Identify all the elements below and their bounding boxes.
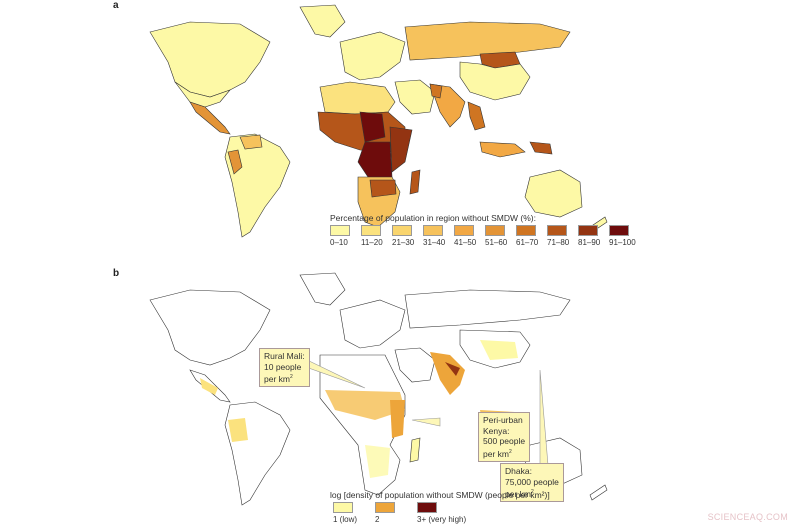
map-panel-a [149, 4, 608, 238]
callout-text: Kenya: [483, 425, 510, 436]
legend-a-title: Percentage of population in region witho… [330, 213, 536, 223]
panel-a-label: a [113, 0, 119, 11]
legend-a-item: 21–30 [392, 225, 423, 247]
callout-text: 75,000 people [505, 476, 559, 487]
legend-b-item: 1 (low) [333, 502, 375, 524]
callout-text: 10 people [264, 361, 302, 372]
callout-rural-mali: Rural Mali: 10 people per km2 [259, 348, 310, 388]
legend-a-label: 31–40 [423, 238, 446, 247]
panel-b-label: b [113, 268, 120, 279]
legend-a-item: 41–50 [454, 225, 485, 247]
legend-a-label: 11–20 [361, 238, 383, 247]
legend-a-item: 61–70 [516, 225, 547, 247]
legend-a-label: 21–30 [392, 238, 415, 247]
legend-a-label: 61–70 [516, 238, 539, 247]
swatch-21-30 [392, 225, 412, 236]
watermark: SCIENCEAQ.COM [707, 512, 788, 522]
legend-b-label: 1 (low) [333, 515, 358, 524]
legend-a-item: 0–10 [330, 225, 361, 247]
swatch-mid [375, 502, 395, 513]
legend-b-item: 3+ (very high) [417, 502, 466, 524]
legend-a-item: 71–80 [547, 225, 578, 247]
swatch-41-50 [454, 225, 474, 236]
legend-a-label: 51–60 [485, 238, 508, 247]
callout-text: per km [505, 488, 531, 499]
legend-a-item: 81–90 [578, 225, 609, 247]
swatch-low [333, 502, 353, 513]
swatch-91-100 [609, 225, 629, 236]
legend-a-label: 81–90 [578, 238, 601, 247]
swatch-11-20 [361, 225, 381, 236]
map-panel-b [149, 272, 608, 506]
legend-b-item: 2 [375, 502, 417, 524]
callout-text: per km [483, 448, 509, 459]
legend-a-label: 91–100 [609, 238, 636, 247]
swatch-61-70 [516, 225, 536, 236]
legend-a-label: 41–50 [454, 238, 477, 247]
swatch-very-high [417, 502, 437, 513]
swatch-81-90 [578, 225, 598, 236]
swatch-71-80 [547, 225, 567, 236]
callout-text: Rural Mali: [264, 351, 305, 361]
swatch-31-40 [423, 225, 443, 236]
callout-sup: 2 [289, 374, 293, 380]
legend-b: 1 (low) 2 3+ (very high) [333, 502, 466, 524]
legend-a-item: 91–100 [609, 225, 640, 247]
legend-a-item: 11–20 [361, 225, 392, 247]
legend-b-label: 2 [375, 515, 380, 524]
legend-a: 0–10 11–20 21–30 31–40 41–50 51–60 61–70… [330, 225, 640, 247]
callout-text: Dhaka: [505, 466, 532, 476]
callout-sup: 2 [530, 489, 534, 495]
callout-text: Peri-urban [483, 415, 523, 425]
callout-text: 500 people [483, 436, 526, 446]
legend-a-item: 31–40 [423, 225, 454, 247]
swatch-0-10 [330, 225, 350, 236]
callout-sup: 2 [508, 448, 512, 455]
legend-a-label: 0–10 [330, 238, 348, 247]
legend-b-title: log [density of population without SMDW … [330, 490, 550, 500]
legend-b-label: 3+ (very high) [417, 515, 467, 524]
legend-a-label: 71–80 [547, 238, 570, 247]
swatch-51-60 [485, 225, 505, 236]
callout-peri-urban-kenya: Peri-urban Kenya: 500 people per km2 [478, 412, 531, 462]
callout-text: per km [264, 373, 290, 384]
legend-a-item: 51–60 [485, 225, 516, 247]
callout-dhaka: Dhaka: 75,000 people per km2 [500, 463, 564, 503]
